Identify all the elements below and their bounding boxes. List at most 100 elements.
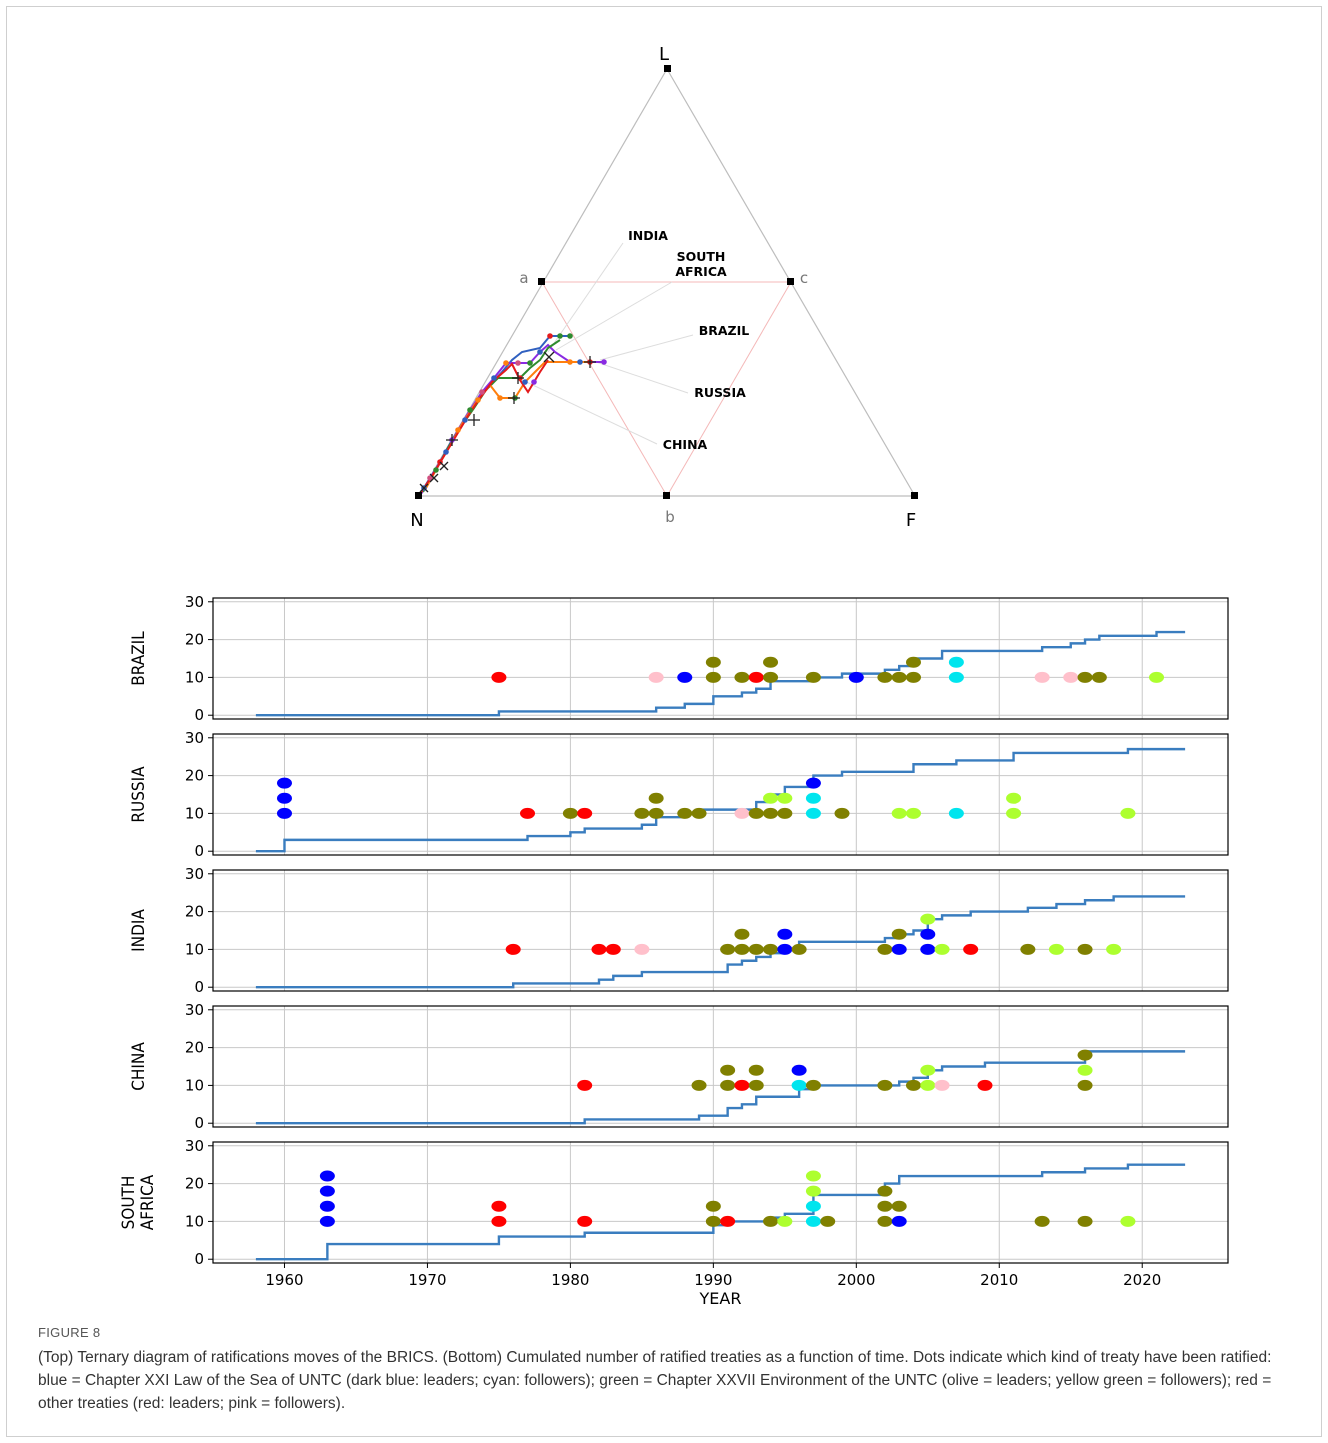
- x-axis-label: YEAR: [699, 1289, 742, 1308]
- panel-frame: [212, 869, 1229, 992]
- y-tick-label: 30: [185, 593, 204, 611]
- ratification-dot: [977, 1079, 993, 1091]
- ratification-dot: [319, 1185, 335, 1197]
- ratification-dot: [1077, 1079, 1093, 1091]
- ratification-dot: [748, 943, 764, 955]
- panel-russia: 0 10 20 30 RUSSIA: [129, 729, 1229, 860]
- ratification-dot: [948, 671, 964, 683]
- ratification-dot: [491, 1215, 507, 1227]
- ratification-dot: [891, 943, 907, 955]
- ratification-dot: [791, 1064, 807, 1076]
- ratification-dot: [276, 777, 292, 789]
- panel-china: 0 10 20 30 CHINA: [129, 1001, 1229, 1132]
- ratification-dot: [491, 671, 507, 683]
- trajectory-5: [419, 359, 549, 495]
- ratification-dot: [891, 928, 907, 940]
- ratification-dot: [905, 807, 921, 819]
- ternary-label-south-africa: SOUTH AFRICA: [675, 249, 727, 279]
- ratification-dot: [805, 1215, 821, 1227]
- panel-south-africa: 0 10 20 30 SOUTHAFRICA 1960 1970 1980 1990 2000 20…: [119, 1137, 1229, 1308]
- figure-label: FIGURE 8: [38, 1325, 101, 1340]
- y-tick-label: 10: [185, 940, 204, 958]
- ratification-dot: [763, 671, 779, 683]
- y-tick-label: 30: [185, 729, 204, 747]
- vertex-l-label: L: [659, 44, 669, 65]
- ratification-dot: [920, 1079, 936, 1091]
- ratification-dot: [805, 1079, 821, 1091]
- y-tick-label: 20: [185, 1175, 204, 1193]
- ratification-dot: [276, 807, 292, 819]
- ratification-dot: [319, 1200, 335, 1212]
- ratification-dot: [734, 928, 750, 940]
- y-tick-label: 20: [185, 903, 204, 921]
- trajectory-2: [420, 343, 604, 495]
- ratification-dot: [705, 656, 721, 668]
- y-tick-label: 0: [194, 1114, 204, 1132]
- ratification-dot: [905, 1079, 921, 1091]
- ratification-dot: [720, 943, 736, 955]
- ratification-dot: [763, 943, 779, 955]
- inner-edge-cb: [666, 281, 792, 497]
- leader-south-africa: [555, 281, 673, 351]
- ratification-dot: [948, 807, 964, 819]
- ratification-dot: [520, 807, 536, 819]
- x-tick-label: 2000: [837, 1271, 875, 1289]
- midpoint-b-label: b: [665, 508, 675, 526]
- ratification-dot: [1006, 792, 1022, 804]
- ratification-dot: [877, 671, 893, 683]
- y-tick-label: 30: [185, 865, 204, 883]
- ratification-dot: [820, 1215, 836, 1227]
- inner-edge-ab: [541, 281, 668, 497]
- y-axis-label: INDIA: [129, 909, 149, 952]
- ratification-dot: [777, 928, 793, 940]
- ratification-dot: [905, 671, 921, 683]
- ternary-diagram: L N F a c b INDIA SOUTH AFRICA BRAZIL RUS…: [410, 44, 918, 531]
- ratification-dot: [805, 1200, 821, 1212]
- ternary-label-china: CHINA: [663, 437, 708, 452]
- vertex-f-marker: [911, 492, 918, 499]
- ratification-dot: [577, 807, 593, 819]
- ratification-dot: [1149, 671, 1165, 683]
- vertex-l-marker: [664, 65, 671, 72]
- figure-frame: [6, 6, 1322, 1437]
- y-axis-label: SOUTHAFRICA: [119, 1174, 158, 1230]
- cumulative-line: [255, 630, 1186, 717]
- ratification-dot: [934, 943, 950, 955]
- ratification-dot: [720, 1064, 736, 1076]
- ratification-dot: [1034, 1215, 1050, 1227]
- ratification-dot: [319, 1170, 335, 1182]
- ratification-dot: [1063, 671, 1079, 683]
- vertex-n-marker: [415, 492, 422, 499]
- ternary-label-india: INDIA: [628, 228, 668, 243]
- midpoint-c-marker: [787, 278, 794, 285]
- ratification-dot: [720, 1079, 736, 1091]
- ratification-dot: [763, 656, 779, 668]
- ratification-dot: [763, 807, 779, 819]
- ratification-dot: [805, 792, 821, 804]
- ratification-dot: [562, 807, 578, 819]
- ratification-dot: [1077, 943, 1093, 955]
- y-tick-label: 10: [185, 804, 204, 822]
- ratification-dot: [891, 1215, 907, 1227]
- ratification-dot: [734, 671, 750, 683]
- ratification-dot: [948, 656, 964, 668]
- ratification-dot: [763, 1215, 779, 1227]
- ratification-dot: [591, 943, 607, 955]
- y-tick-label: 30: [185, 1137, 204, 1155]
- trajectory-4: [424, 361, 590, 491]
- midpoint-b-marker: [663, 492, 670, 499]
- ratification-dot: [920, 913, 936, 925]
- x-tick-label: 1960: [265, 1271, 303, 1289]
- panel-brazil: 0 10 20 30 BRAZIL: [129, 593, 1229, 724]
- ratification-dot: [505, 943, 521, 955]
- ratification-dot: [705, 671, 721, 683]
- ratification-dot: [734, 1079, 750, 1091]
- ratification-dot: [791, 943, 807, 955]
- ratification-dot: [805, 777, 821, 789]
- ratification-dot: [920, 1064, 936, 1076]
- ratification-dot: [748, 1064, 764, 1076]
- ratification-dot: [805, 1170, 821, 1182]
- y-tick-label: 0: [194, 978, 204, 996]
- ratification-dot: [705, 1215, 721, 1227]
